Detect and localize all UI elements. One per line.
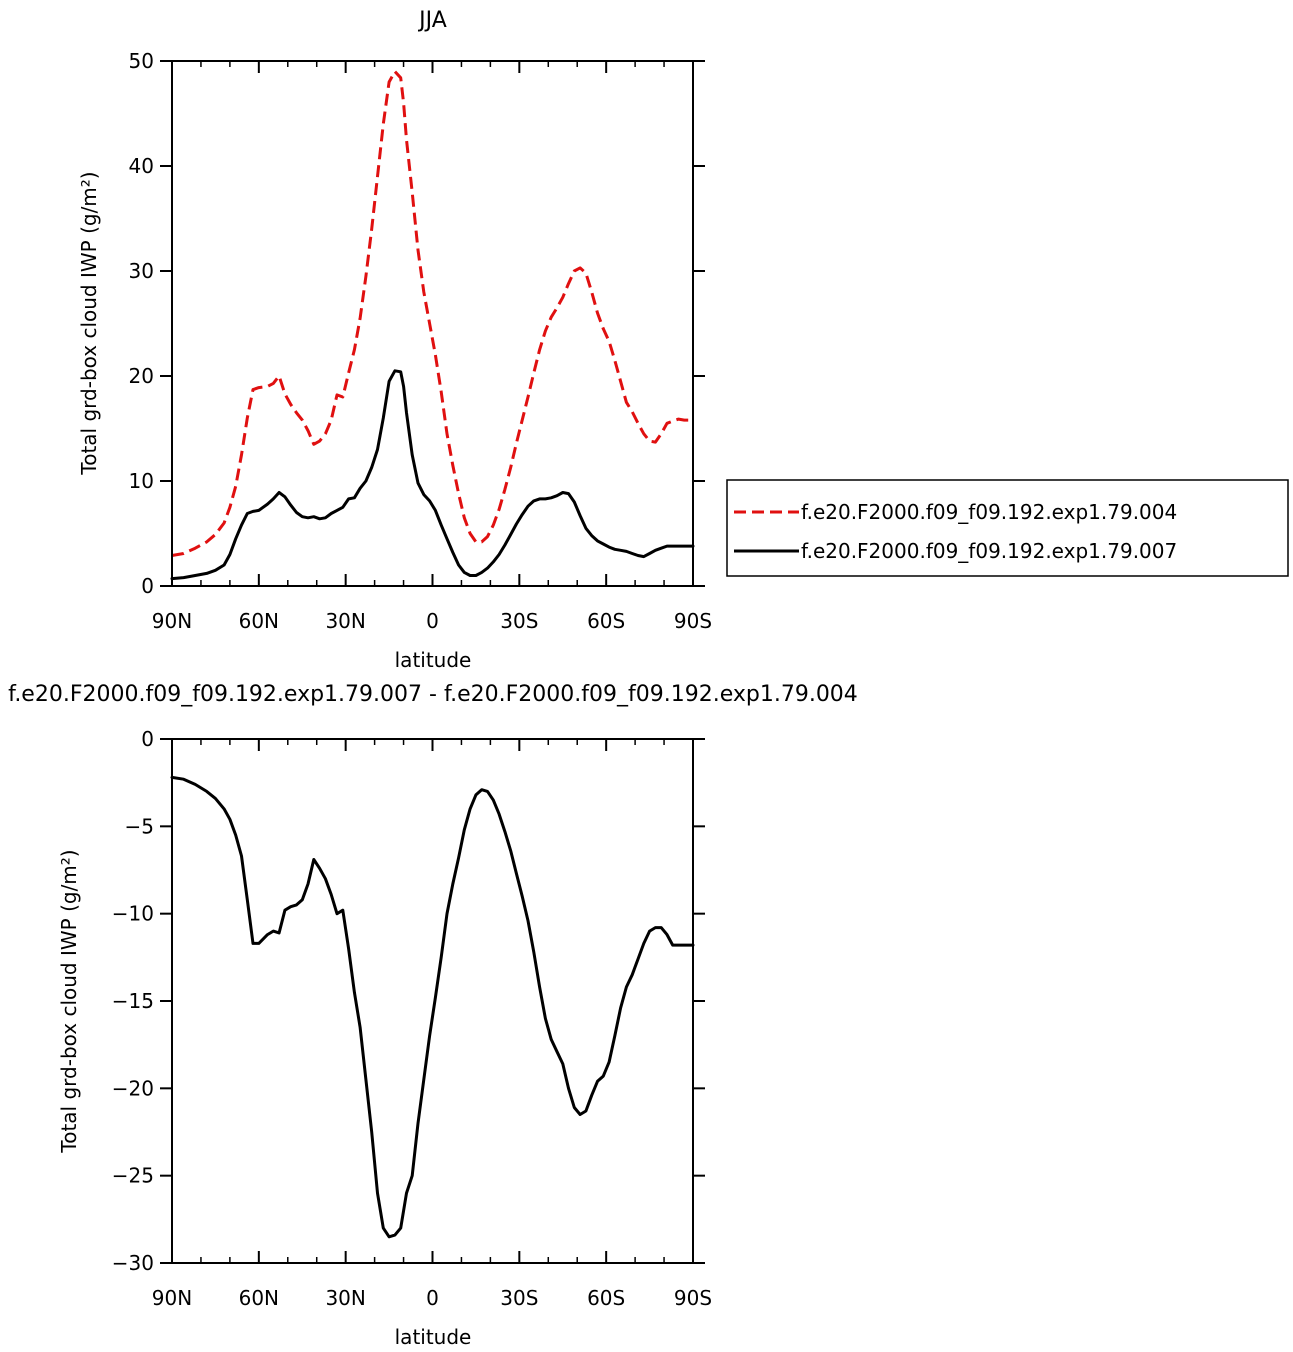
bottom-x-tick-label: 60N: [239, 1286, 279, 1310]
top-y-tick-label: 10: [129, 469, 154, 493]
bottom-x-tick-label: 90N: [152, 1286, 192, 1310]
top-x-axis-title: latitude: [395, 648, 472, 672]
bottom-x-tick-label: 90S: [674, 1286, 712, 1310]
top-x-tick-label: 0: [426, 609, 439, 633]
bottom-series-layer: [170, 775, 695, 1239]
bottom-ticks-layer: 90N 60N 30N 0 30S 60S 90S 0 −5 −10 −15 −20 −25 −30: [112, 727, 712, 1310]
top-series-line-1: [170, 369, 695, 581]
bottom-x-tick-label: 30N: [325, 1286, 365, 1310]
top-x-tick-label: 30S: [500, 609, 538, 633]
legend-box: [726, 479, 1289, 577]
legend: f.e20.F2000.f09_f09.192.exp1.79.004 f.e2…: [726, 479, 1289, 577]
top-series-line-0: [171, 70, 693, 557]
top-y-axis-title: Total grd-box cloud IWP (g/m²): [77, 171, 101, 475]
bottom-plot-title: f.e20.F2000.f09_f09.192.exp1.79.007 - f.…: [8, 682, 858, 707]
bottom-x-tick-label: 0: [426, 1286, 439, 1310]
top-x-tick-label: 30N: [325, 609, 365, 633]
top-y-tick-label: 0: [141, 574, 154, 598]
legend-label-004: f.e20.F2000.f09_f09.192.exp1.79.004: [801, 500, 1177, 524]
top-panel: JJA 90N 60N 30N 0 30S 60S 90S 0 10 20 30 40 50 latit…: [77, 8, 712, 672]
bottom-y-tick-label: −25: [112, 1164, 154, 1188]
bottom-plot-frame: [171, 738, 694, 1264]
top-x-tick-label: 60S: [587, 609, 625, 633]
top-y-tick-label: 30: [129, 259, 154, 283]
top-x-tick-label: 90N: [152, 609, 192, 633]
bottom-y-tick-label: −15: [112, 989, 154, 1013]
top-plot-title: JJA: [417, 8, 447, 33]
bottom-y-tick-label: −30: [112, 1251, 154, 1275]
bottom-series-line-0: [170, 775, 695, 1239]
top-y-tick-label: 20: [129, 364, 154, 388]
bottom-y-axis-title: Total grd-box cloud IWP (g/m²): [57, 849, 81, 1153]
legend-label-007: f.e20.F2000.f09_f09.192.exp1.79.007: [801, 539, 1177, 563]
bottom-y-tick-label: 0: [141, 727, 154, 751]
bottom-y-tick-label: −20: [112, 1076, 154, 1100]
top-x-tick-label: 60N: [239, 609, 279, 633]
top-x-tick-label: 90S: [674, 609, 712, 633]
bottom-x-tick-label: 30S: [500, 1286, 538, 1310]
bottom-panel: f.e20.F2000.f09_f09.192.exp1.79.007 - f.…: [8, 682, 858, 1349]
bottom-y-tick-label: −5: [125, 814, 154, 838]
bottom-y-tick-label: −10: [112, 902, 154, 926]
top-series-layer: [170, 70, 695, 581]
bottom-x-tick-label: 60S: [587, 1286, 625, 1310]
bottom-x-axis-title: latitude: [395, 1325, 472, 1349]
top-y-tick-label: 40: [129, 154, 154, 178]
top-y-tick-label: 50: [129, 49, 154, 73]
top-ticks-layer: 90N 60N 30N 0 30S 60S 90S 0 10 20 30 40 50: [129, 49, 713, 633]
